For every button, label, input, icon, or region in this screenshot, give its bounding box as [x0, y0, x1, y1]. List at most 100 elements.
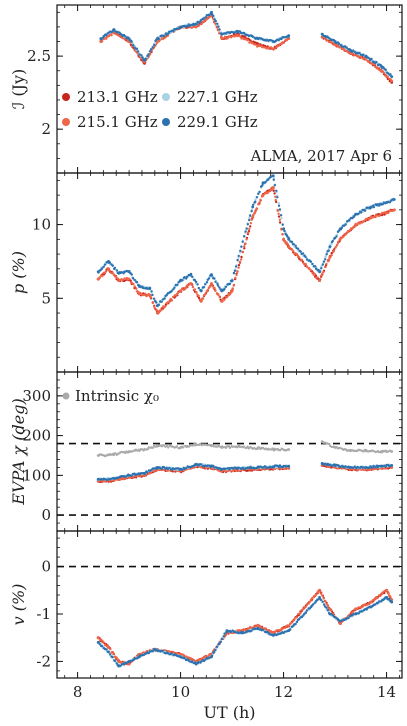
- data-point: [244, 36, 247, 39]
- y-axis-label: v (%): [9, 584, 28, 626]
- data-point: [349, 48, 352, 52]
- data-point: [107, 267, 110, 271]
- data-point: [281, 233, 284, 236]
- data-point: [124, 35, 127, 38]
- data-point: [318, 596, 321, 599]
- data-point: [204, 283, 207, 286]
- data-point: [326, 608, 330, 612]
- data-point: [324, 599, 327, 603]
- data-point: [338, 622, 342, 625]
- data-point: [348, 218, 351, 221]
- data-point: [168, 466, 171, 469]
- data-point: [179, 279, 183, 282]
- data-point: [277, 39, 280, 42]
- data-point: [198, 24, 201, 27]
- data-point: [176, 291, 180, 294]
- data-point: [375, 60, 378, 64]
- data-point: [285, 234, 289, 237]
- data-point: [282, 41, 285, 44]
- data-point: [156, 466, 159, 469]
- data-point: [259, 198, 262, 201]
- data-point: [182, 653, 185, 657]
- data-point: [244, 230, 247, 233]
- data-point: [254, 198, 257, 201]
- data-point: [325, 602, 328, 606]
- data-point: [277, 201, 280, 205]
- data-point: [316, 276, 319, 279]
- data-point: [164, 305, 167, 308]
- series-227-1-ghz: [99, 10, 394, 78]
- data-point: [170, 290, 173, 293]
- data-point: [256, 446, 260, 450]
- data-point: [390, 450, 394, 453]
- y-tick-label: 0: [41, 506, 51, 524]
- data-point: [220, 446, 224, 449]
- data-point: [331, 239, 334, 243]
- data-point: [102, 265, 105, 268]
- data-point: [272, 178, 275, 181]
- data-point: [264, 627, 267, 630]
- data-point: [332, 249, 336, 252]
- data-point: [381, 591, 384, 594]
- data-point: [385, 201, 388, 204]
- data-point: [293, 618, 296, 621]
- data-point: [233, 269, 237, 272]
- data-point: [111, 264, 114, 267]
- data-point: [127, 37, 131, 40]
- data-point: [194, 25, 198, 29]
- data-point: [103, 263, 107, 266]
- data-point: [202, 17, 206, 20]
- data-point: [381, 211, 384, 215]
- data-point: [334, 616, 337, 619]
- data-point: [380, 450, 383, 453]
- data-point: [152, 469, 155, 473]
- data-point: [320, 440, 324, 443]
- x-axis-label: UT (h): [203, 703, 255, 722]
- data-point: [326, 38, 329, 42]
- data-point: [295, 620, 299, 624]
- series-215-1-ghz: [96, 588, 394, 666]
- data-point: [121, 278, 125, 282]
- data-point: [367, 602, 371, 605]
- data-point: [311, 262, 314, 266]
- data-point: [256, 466, 260, 469]
- y-tick-label: 100: [22, 466, 51, 484]
- data-point: [228, 282, 232, 286]
- data-point: [340, 45, 343, 48]
- data-point: [217, 25, 220, 28]
- data-point: [337, 42, 341, 46]
- data-point: [274, 198, 277, 202]
- series-229-1-ghz: [96, 174, 396, 308]
- data-point: [117, 664, 121, 668]
- data-point: [269, 175, 273, 178]
- series-intrinsic-: [96, 440, 394, 458]
- data-point: [352, 610, 355, 613]
- data-point: [375, 214, 378, 217]
- series-215-1-ghz: [99, 13, 394, 83]
- data-point: [173, 286, 176, 289]
- data-point: [308, 600, 311, 604]
- data-point: [175, 445, 179, 448]
- data-point: [191, 444, 194, 447]
- y-axis-label: p (%): [9, 251, 28, 294]
- data-point: [156, 444, 159, 447]
- y-tick-label: 2.5: [27, 47, 51, 65]
- data-point: [364, 54, 368, 58]
- data-point: [348, 229, 352, 232]
- legend-marker: [62, 392, 70, 400]
- data-point: [151, 650, 155, 653]
- data-point: [369, 205, 373, 209]
- data-point: [138, 285, 141, 288]
- data-point: [369, 466, 373, 469]
- data-point: [320, 462, 324, 465]
- data-point: [320, 274, 323, 277]
- data-point: [239, 31, 243, 35]
- data-point: [390, 600, 394, 604]
- data-point: [385, 588, 388, 592]
- data-point: [224, 467, 227, 470]
- data-point: [140, 54, 143, 57]
- legend-marker: [62, 118, 70, 126]
- data-point: [291, 249, 295, 252]
- data-point: [127, 450, 131, 453]
